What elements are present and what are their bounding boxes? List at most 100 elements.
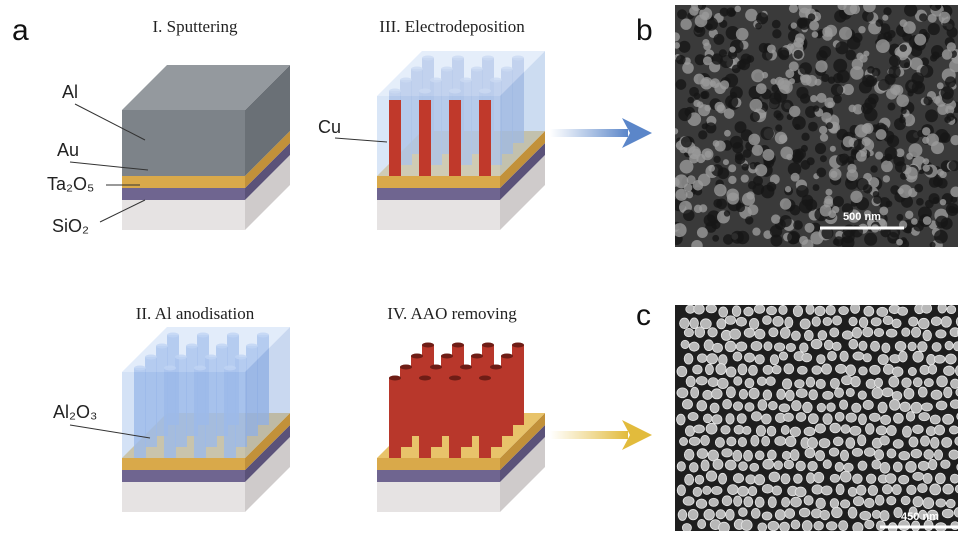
pore xyxy=(929,5,942,11)
particle xyxy=(703,508,715,521)
pillar-top xyxy=(490,364,502,370)
pore xyxy=(675,54,686,65)
particle xyxy=(857,434,867,447)
particle xyxy=(852,496,865,507)
particle xyxy=(725,508,735,521)
particle xyxy=(688,341,700,352)
pore xyxy=(790,172,800,182)
particle xyxy=(839,350,849,362)
particle xyxy=(749,462,760,472)
particle xyxy=(804,330,814,341)
particle xyxy=(792,305,804,318)
pore xyxy=(827,101,834,108)
particle xyxy=(762,458,774,470)
pore xyxy=(846,169,859,181)
particle xyxy=(790,496,802,508)
sem-texture xyxy=(676,305,958,531)
particle xyxy=(789,449,800,461)
cu-pillar xyxy=(419,100,431,176)
panel-label: b xyxy=(636,14,653,47)
aao-layer xyxy=(500,51,545,176)
particle xyxy=(687,412,699,421)
pore xyxy=(798,17,811,30)
pore xyxy=(846,36,861,50)
particle xyxy=(921,402,933,412)
particle xyxy=(906,484,917,495)
pore xyxy=(698,130,708,140)
particle xyxy=(791,330,801,341)
pore xyxy=(856,52,864,60)
particle xyxy=(747,486,758,497)
particle xyxy=(840,424,851,434)
particle xyxy=(868,412,881,422)
pore xyxy=(950,196,958,203)
particle xyxy=(862,399,874,411)
pore xyxy=(870,165,878,173)
particle xyxy=(908,506,918,518)
particle xyxy=(733,424,745,435)
pore xyxy=(919,13,928,22)
pillar-top xyxy=(471,353,483,359)
particle xyxy=(705,422,718,435)
pore xyxy=(935,215,949,229)
particle xyxy=(936,375,948,388)
particle xyxy=(886,448,897,459)
particle xyxy=(683,328,694,338)
particle xyxy=(765,376,776,386)
pore xyxy=(878,23,891,35)
particle xyxy=(891,391,903,401)
particle xyxy=(874,494,885,506)
pore xyxy=(755,22,762,30)
pore xyxy=(941,49,953,60)
particle xyxy=(827,350,837,362)
pore xyxy=(790,22,797,29)
particle xyxy=(774,342,786,352)
pore xyxy=(712,234,720,242)
pore xyxy=(830,170,838,179)
particle xyxy=(799,342,809,353)
particle xyxy=(894,340,907,352)
particle xyxy=(742,425,752,435)
pore xyxy=(735,27,749,41)
pore xyxy=(730,230,744,244)
particle xyxy=(876,306,889,317)
pore xyxy=(789,105,801,118)
particle xyxy=(736,413,747,424)
particle xyxy=(799,318,811,330)
particle xyxy=(732,449,743,462)
particle xyxy=(705,363,714,376)
pore xyxy=(686,175,696,185)
pore xyxy=(703,214,716,227)
particle xyxy=(832,436,844,447)
particle xyxy=(864,519,875,530)
particle xyxy=(725,386,736,399)
pore xyxy=(772,29,782,39)
particle xyxy=(737,437,747,447)
particle xyxy=(928,364,938,375)
pore xyxy=(833,73,844,84)
particle xyxy=(873,327,885,337)
particle xyxy=(774,436,787,446)
particle xyxy=(822,413,833,425)
pore xyxy=(819,155,827,163)
pore xyxy=(896,238,903,246)
particle xyxy=(696,448,709,459)
sem-image xyxy=(675,5,958,247)
pore xyxy=(751,69,765,83)
particle xyxy=(871,509,881,519)
particle xyxy=(921,305,933,314)
particle xyxy=(910,448,923,459)
pore xyxy=(888,65,901,79)
pillar-top xyxy=(400,364,412,370)
pore xyxy=(701,90,710,100)
particle xyxy=(941,437,953,448)
particle xyxy=(743,306,754,317)
pore xyxy=(770,234,783,247)
particle xyxy=(905,460,917,473)
pillar-top xyxy=(422,342,434,348)
pore xyxy=(719,7,729,17)
pore xyxy=(841,235,855,247)
particle xyxy=(893,412,904,424)
particle xyxy=(912,350,924,363)
pore xyxy=(679,159,694,174)
